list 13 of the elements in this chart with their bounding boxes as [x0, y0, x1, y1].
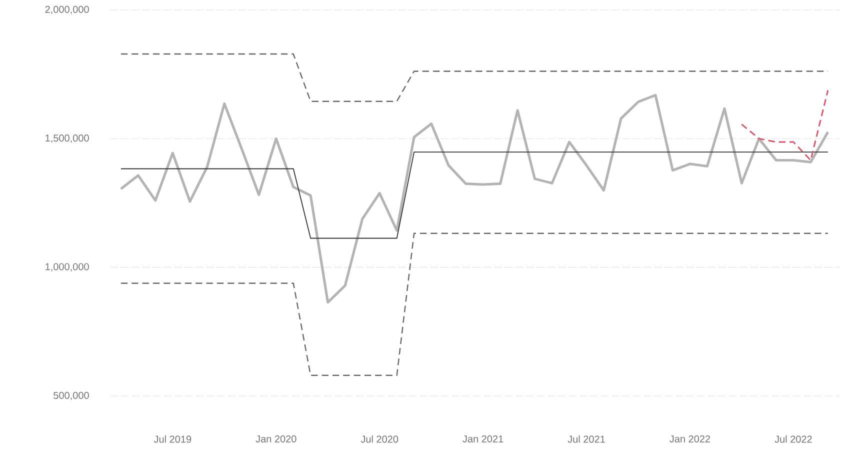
x-tick-label: Jul 2020 [360, 435, 398, 443]
x-tick-label: Jan 2021 [462, 435, 504, 442]
y-tick-label: 1,500,000 [46, 134, 89, 143]
x-tick-label: Jan 2020 [256, 435, 296, 442]
y-tick-label: 2,000,000 [45, 6, 89, 14]
y-tick-label: 1,000,000 [46, 263, 89, 272]
x-tick-label: Jul 2022 [774, 435, 812, 443]
y-tick-label: 500,000 [54, 392, 89, 400]
x-tick-label: Jul 2019 [154, 435, 192, 443]
x-tick-label: Jan 2022 [670, 435, 710, 442]
line-series [120, 94, 830, 304]
line-series [740, 90, 829, 162]
x-tick-label: Jul 2021 [568, 435, 605, 443]
